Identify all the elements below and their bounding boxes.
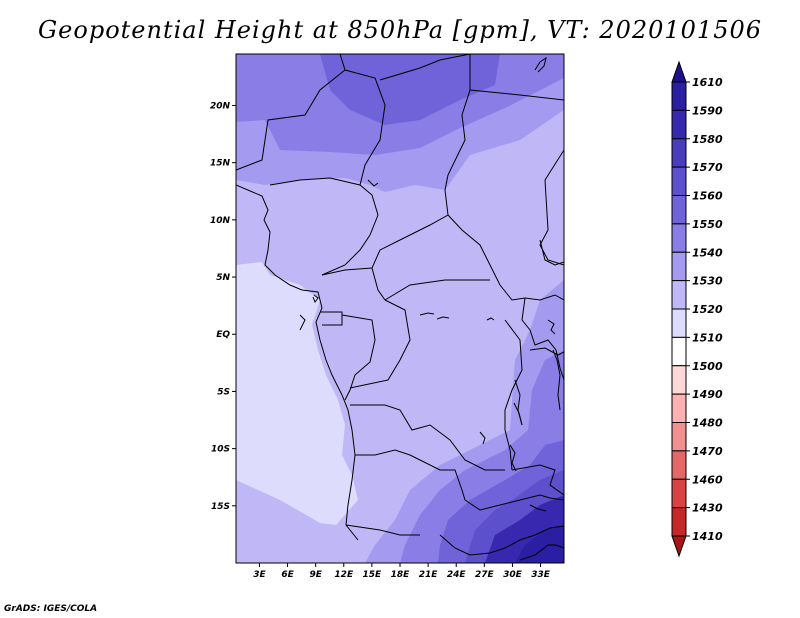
footer-credit: GrADS: IGES/COLA	[4, 604, 98, 614]
lat-label: 20N	[210, 101, 231, 111]
colorbar-label: 1530	[692, 275, 723, 288]
colorbar-label: 1570	[692, 161, 723, 174]
colorbar-label: 1520	[692, 303, 723, 316]
colorbar-swatch	[671, 393, 687, 423]
colorbar: 1610 1590 1580 1570 1560 1550 1540 1530 1520 1510…	[671, 60, 723, 558]
colorbar-swatch	[671, 450, 687, 480]
lon-label: 24E	[447, 570, 467, 580]
lon-label: 21E	[419, 570, 439, 580]
colorbar-swatch	[671, 223, 687, 253]
lat-label: 5N	[216, 273, 230, 283]
colorbar-label: 1580	[692, 133, 723, 146]
colorbar-label: 1410	[692, 530, 723, 543]
colorbar-swatch	[671, 81, 687, 111]
colorbar-label: 1490	[692, 388, 723, 401]
lat-label: 5S	[217, 387, 230, 397]
height-field	[236, 54, 564, 563]
latitude-axis: 20N 15N 10N 5N EQ 5S 10S 15S	[210, 101, 236, 512]
lon-label: 6E	[281, 570, 294, 580]
colorbar-swatch	[671, 365, 687, 395]
contour-1590	[515, 525, 564, 563]
lon-label: 9E	[309, 570, 322, 580]
colorbar-swatch	[671, 478, 687, 509]
colorbar-label: 1460	[692, 473, 723, 486]
colorbar-label: 1500	[692, 360, 723, 373]
lat-label: 15S	[211, 502, 230, 512]
colorbar-label: 1560	[692, 190, 723, 203]
colorbar-swatch	[671, 166, 687, 196]
lon-label: 27E	[475, 570, 495, 580]
contour-1520	[236, 262, 358, 525]
colorbar-swatch	[671, 422, 687, 452]
colorbar-top-arrow	[671, 60, 687, 83]
map-title: Geopotential Height at 850hPa [gpm], VT:…	[38, 16, 762, 44]
colorbar-label: 1540	[692, 246, 723, 259]
lon-label: 3E	[253, 570, 266, 580]
colorbar-label: 1510	[692, 331, 723, 344]
colorbar-label: 1610	[692, 76, 723, 89]
lon-label: 33E	[531, 570, 551, 580]
colorbar-label: 1550	[692, 218, 723, 231]
contour-1560	[320, 54, 500, 125]
colorbar-swatch	[671, 308, 687, 338]
colorbar-swatch	[671, 507, 687, 537]
lat-label: 10N	[210, 216, 231, 226]
lon-label: 12E	[334, 570, 354, 580]
lat-label: 10S	[211, 445, 230, 455]
colorbar-label: 1590	[692, 104, 723, 117]
colorbar-swatch	[671, 138, 687, 168]
lon-label: 30E	[503, 570, 523, 580]
lon-label: 18E	[391, 570, 411, 580]
colorbar-swatch	[671, 280, 687, 310]
colorbar-bottom-arrow	[671, 535, 687, 558]
colorbar-label: 1480	[692, 417, 723, 430]
lon-label: 15E	[363, 570, 383, 580]
longitude-axis: 3E 6E 9E 12E 15E 18E 21E 24E 27E 30E 33E	[253, 563, 551, 580]
colorbar-swatch	[671, 251, 687, 282]
colorbar-swatch	[671, 195, 687, 225]
country-borders	[236, 54, 564, 561]
colorbar-label: 1470	[692, 445, 723, 458]
colorbar-label: 1430	[692, 502, 723, 515]
lat-label: 15N	[210, 159, 231, 169]
colorbar-swatch	[671, 109, 687, 140]
colorbar-swatch	[671, 336, 687, 367]
lat-label: EQ	[216, 330, 230, 340]
